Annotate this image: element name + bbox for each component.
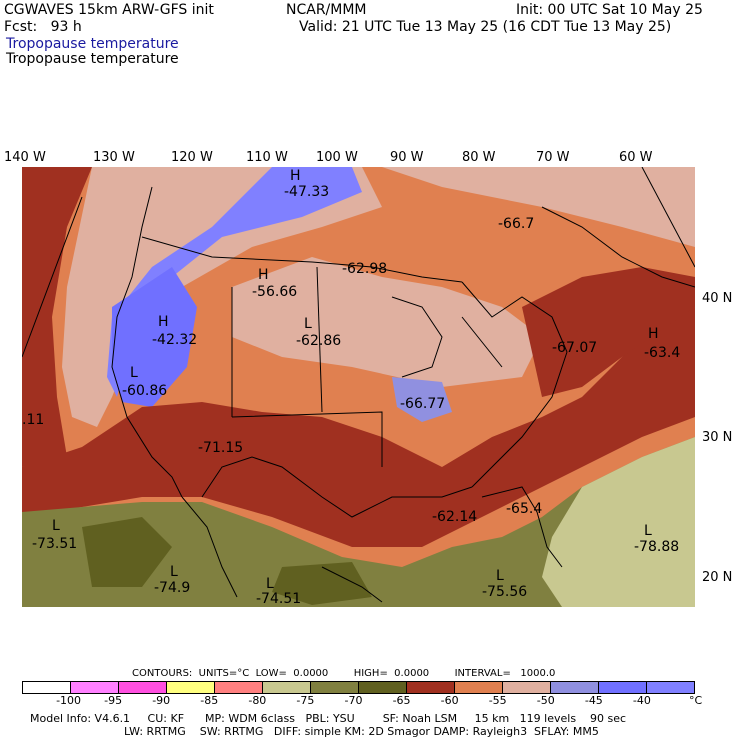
map-label-low: L xyxy=(130,365,138,381)
init-time: Init: 00 UTC Sat 10 May 25 xyxy=(516,2,703,18)
map-label-value: -74.51 xyxy=(256,591,302,607)
colorbar-tick-label: -50 xyxy=(536,694,555,707)
map-label-value: -66.77 xyxy=(400,396,446,412)
map-label-value: -56.66 xyxy=(252,284,298,300)
lon-label: 70 W xyxy=(536,150,570,165)
colorbar-swatch xyxy=(647,682,694,693)
colorbar-tick-label: -85 xyxy=(200,694,219,707)
model-info-line1: Model Info: V4.6.1 CU: KF MP: WDM 6class… xyxy=(30,712,627,725)
field-title-2: Tropopause temperature xyxy=(6,51,179,67)
map-label-value: -65.4 xyxy=(506,501,543,517)
colorbar-tick-label: -95 xyxy=(104,694,123,707)
forecast-hour: Fcst: 93 h xyxy=(4,19,82,35)
map-label-value: -67.07 xyxy=(552,340,598,356)
map-label-high: H xyxy=(258,267,269,283)
contour-info: CONTOURS: UNITS=°C LOW= 0.0000 HIGH= 0.0… xyxy=(132,668,556,679)
colorbar-swatch xyxy=(455,682,503,693)
lon-label: 140 W xyxy=(4,150,46,165)
map-label-low: L xyxy=(52,518,60,534)
map-label-high: H xyxy=(648,326,659,342)
lon-label: 120 W xyxy=(171,150,213,165)
map-label-low: L xyxy=(496,568,504,584)
lon-label: 90 W xyxy=(390,150,424,165)
map-label-value: -62.86 xyxy=(296,333,342,349)
colorbar-swatch xyxy=(215,682,263,693)
colorbar-tick-label: -75 xyxy=(296,694,315,707)
org-label: NCAR/MMM xyxy=(286,2,367,18)
map-label-value: -47.33 xyxy=(284,184,330,200)
colorbar-tick-label: -55 xyxy=(488,694,507,707)
lat-label: 30 N xyxy=(702,430,733,445)
map-label-low: L xyxy=(266,576,274,592)
lat-label: 20 N xyxy=(702,570,733,585)
colorbar-swatch xyxy=(167,682,215,693)
colorbar-tick-label: -45 xyxy=(584,694,603,707)
colorbar-swatch xyxy=(599,682,647,693)
colorbar-swatch xyxy=(311,682,359,693)
colorbar-tick-label: -70 xyxy=(344,694,363,707)
colorbar-swatch xyxy=(71,682,119,693)
lon-label: 130 W xyxy=(93,150,135,165)
map-label-value: .11 xyxy=(22,412,45,428)
colorbar-tick-label: -80 xyxy=(248,694,267,707)
map-label-value: -75.56 xyxy=(482,584,528,600)
map-label-low: L xyxy=(644,523,652,539)
colorbar-swatch xyxy=(23,682,71,693)
colorbar-tick-label: -90 xyxy=(152,694,171,707)
model-info-line2: LW: RRTMG SW: RRTMG DIFF: simple KM: 2D … xyxy=(124,725,599,738)
colorbar-swatch xyxy=(119,682,167,693)
colorbar-swatch xyxy=(263,682,311,693)
map-label-value: -63.4 xyxy=(644,345,681,361)
map-label-value: -62.14 xyxy=(432,509,478,525)
map-label-high: H xyxy=(158,314,169,330)
lon-label: 100 W xyxy=(316,150,358,165)
map-label-low: L xyxy=(170,564,178,580)
colorbar-swatch xyxy=(503,682,551,693)
map-label-value: -74.9 xyxy=(154,580,191,596)
map-panel: H -47.33 -66.7 -62.98 H -56.66 H -42.32 … xyxy=(22,167,695,607)
colorbar xyxy=(22,681,695,694)
map-label-high: H xyxy=(290,168,301,184)
colorbar-swatch xyxy=(359,682,407,693)
colorbar-tick-label: °C xyxy=(689,694,703,707)
map-label-low: L xyxy=(304,316,312,332)
colorbar-swatch xyxy=(407,682,455,693)
colorbar-tick-label: -65 xyxy=(392,694,411,707)
colorbar-tick-label: -60 xyxy=(440,694,459,707)
lon-label: 60 W xyxy=(619,150,653,165)
colorbar-swatch xyxy=(551,682,599,693)
map-label-value: -62.98 xyxy=(342,261,388,277)
model-title: CGWAVES 15km ARW-GFS init xyxy=(4,2,214,18)
map-label-value: -66.7 xyxy=(498,216,535,232)
field-title-1: Tropopause temperature xyxy=(6,36,179,52)
map-label-value: -42.32 xyxy=(152,332,198,348)
lat-label: 40 N xyxy=(702,291,733,306)
map-graphic xyxy=(22,167,695,607)
valid-time: Valid: 21 UTC Tue 13 May 25 (16 CDT Tue … xyxy=(299,19,672,35)
map-label-value: -78.88 xyxy=(634,539,680,555)
map-label-value: -60.86 xyxy=(122,383,168,399)
colorbar-tick-label: -40 xyxy=(632,694,651,707)
lon-label: 110 W xyxy=(246,150,288,165)
lon-label: 80 W xyxy=(462,150,496,165)
map-label-value: -73.51 xyxy=(32,536,78,552)
colorbar-tick-label: -100 xyxy=(56,694,82,707)
map-label-value: -71.15 xyxy=(198,440,244,456)
